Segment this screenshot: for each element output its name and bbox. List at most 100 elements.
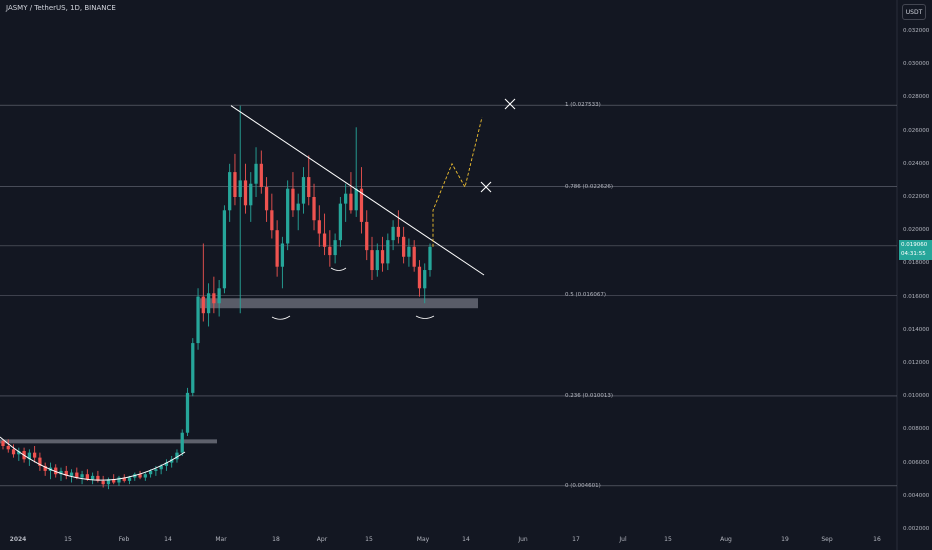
y-tick-label: 0.022000: [903, 194, 930, 200]
candle-body: [127, 477, 132, 481]
fib-level-label: 0.5 (0.016067): [565, 292, 607, 299]
candle-body: [201, 296, 205, 314]
candle-body: [322, 233, 327, 247]
y-tick-label: 0.002000: [903, 526, 930, 532]
candle-body: [312, 197, 316, 221]
y-tick-label: 0.008000: [903, 426, 930, 433]
x-tick-label: 2024: [9, 536, 27, 543]
fib-level-label: 0.236 (0.010013): [565, 392, 614, 399]
y-tick-label: 0.028000: [903, 94, 930, 101]
x-tick-label: 15: [365, 536, 373, 543]
candle-body: [344, 193, 348, 204]
candle-body: [196, 296, 200, 344]
candle-body: [380, 250, 385, 264]
candle-body: [217, 288, 221, 304]
x-tick-label: Feb: [118, 536, 130, 543]
candle-body: [80, 474, 84, 478]
candle-body: [143, 474, 147, 478]
candle-body: [254, 163, 258, 184]
candle-body: [17, 450, 21, 455]
trendline: [230, 105, 485, 276]
x-tick-label: Sep: [821, 536, 833, 543]
y-tick-label: 0.020000: [903, 227, 930, 234]
symbol-title: JASMY / TetherUS, 1D, BINANCE: [6, 4, 116, 12]
x-tick-label: Jun: [518, 536, 528, 543]
candle-body: [222, 210, 227, 289]
candle-body: [349, 193, 353, 211]
cup-arc: [0, 436, 186, 481]
candle-body: [96, 475, 100, 481]
x-tick-label: 15: [664, 536, 672, 543]
candle-body: [32, 452, 37, 458]
candle-body: [90, 475, 95, 480]
candle-body: [212, 293, 216, 304]
candle-body: [407, 246, 411, 257]
candle-body: [106, 479, 111, 485]
projection-path: [432, 117, 483, 247]
candle-body: [101, 480, 105, 485]
candle-body: [43, 465, 47, 471]
candle-body: [85, 474, 89, 480]
candle-body: [359, 188, 364, 222]
target-cross-marker: [504, 98, 516, 110]
candle-body: [249, 183, 253, 206]
y-tick-label: 0.004000: [903, 492, 930, 499]
last-price-tag: 0.019060 04:31:55: [899, 240, 932, 260]
y-tick-label: 0.012000: [903, 360, 930, 366]
candle-body: [280, 243, 285, 267]
base-zone: [0, 439, 217, 444]
y-tick-label: 0.016000: [903, 293, 930, 300]
candle-body: [122, 477, 126, 481]
candle-body: [423, 270, 427, 289]
candle-body: [206, 293, 211, 314]
candle-body: [391, 226, 395, 241]
x-tick-label: May: [416, 536, 430, 543]
fib-level-label: 1 (0.027533): [565, 102, 601, 109]
candle-body: [64, 470, 68, 476]
candle-body: [243, 180, 248, 206]
low-bracket: [330, 267, 347, 271]
target-cross-marker: [480, 181, 492, 193]
candle-body: [59, 470, 63, 475]
candle-body: [6, 446, 10, 450]
candle-body: [54, 467, 58, 475]
candle-body: [317, 220, 321, 234]
candle-body: [301, 177, 306, 204]
candle-body: [417, 266, 422, 289]
candle-body: [264, 187, 269, 211]
x-tick-label: 17: [572, 536, 580, 543]
candle-body: [375, 250, 379, 271]
x-tick-label: 14: [462, 536, 470, 543]
candle-body: [370, 250, 374, 271]
y-tick-label: 0.014000: [903, 326, 930, 333]
candle-body: [27, 452, 31, 460]
y-tick-label: 0.010000: [903, 393, 930, 400]
candle-body: [159, 465, 163, 470]
candle-body: [259, 163, 263, 188]
candle-body: [296, 203, 300, 211]
currency-button[interactable]: USDT: [902, 4, 926, 20]
candle-body: [185, 392, 190, 433]
candle-body: [291, 188, 295, 211]
bar-countdown: 04:31:55: [901, 251, 926, 257]
candle-body: [38, 457, 42, 466]
candle-body: [112, 479, 116, 483]
candle-body: [180, 432, 184, 453]
candle-body: [402, 236, 406, 257]
candle-body: [69, 472, 74, 476]
x-tick-label: 19: [781, 536, 789, 543]
fib-level-label: 0 (0.004601): [565, 482, 601, 489]
candle-body: [191, 343, 195, 393]
candle-body: [328, 246, 332, 256]
x-tick-label: Mar: [215, 536, 227, 543]
candle-body: [175, 452, 179, 460]
candle-body: [365, 221, 369, 251]
y-tick-label: 0.024000: [903, 160, 930, 167]
support-zone: [200, 298, 478, 309]
fib-level-label: 0.786 (0.022626): [565, 183, 614, 190]
candle-body: [233, 172, 237, 197]
y-tick-label: 0.026000: [903, 127, 930, 134]
y-tick-label: 0.018000: [903, 260, 930, 267]
candle-body: [11, 449, 16, 455]
